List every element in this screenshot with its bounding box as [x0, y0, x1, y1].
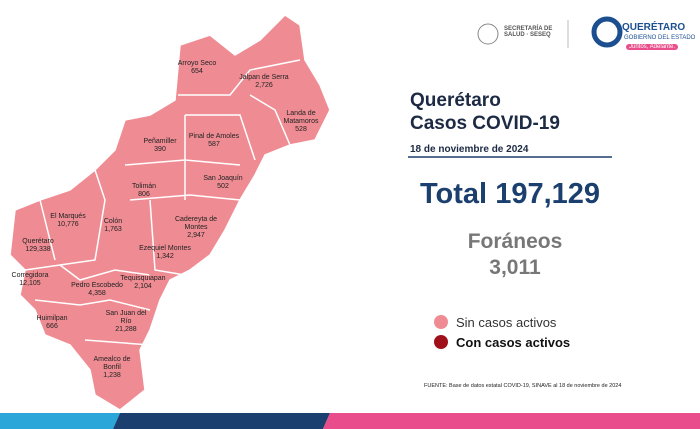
municipality-label: Jalpan de Serra 2,726: [238, 74, 290, 90]
municipality-value: 2,726: [255, 82, 273, 89]
municipality-name: Pedro Escobedo: [71, 282, 123, 289]
municipality-name: Amealco de Bonfil: [93, 356, 131, 371]
foreign-label: Foráneos: [467, 230, 563, 253]
municipality-name: Cadereyta de Montes: [174, 216, 218, 231]
municipality-label: Cadereyta de Montes 2,947: [170, 216, 222, 240]
municipality-name: Colón: [103, 218, 123, 225]
government: GOBIERNO DEL ESTADO: [624, 35, 696, 41]
subtitle: Casos COVID-19: [410, 113, 560, 134]
state-logo: QUERÉTARO: [622, 22, 686, 33]
municipality-value: 666: [46, 323, 58, 330]
total: Total 197,129: [420, 178, 600, 211]
municipality-label: Peñamiller 390: [134, 138, 186, 154]
total-label: Total: [420, 178, 488, 210]
ministry: SECRETARÍA DE SALUD · SESEQ: [504, 26, 553, 38]
municipality-name: El Marqués: [50, 213, 86, 220]
municipality-label: El Marqués 10,776: [42, 213, 94, 229]
municipality-name: Ezequiel Montes: [139, 245, 191, 252]
source: FUENTE: Base de datos estatal COVID-19, …: [424, 383, 622, 389]
municipality-label: Corregidora 12,105: [8, 272, 52, 288]
total-value: 197,129: [495, 178, 601, 210]
seal: [477, 23, 499, 45]
slogan: Juntos, Adelante.: [626, 44, 679, 50]
municipality-name: Huimilpan: [36, 315, 68, 322]
municipality-name: Tequisquiapan: [120, 275, 166, 282]
municipality-value: 21,288: [115, 326, 137, 333]
municipality-name: Arroyo Seco: [177, 60, 217, 67]
municipality-value: 129,338: [25, 246, 51, 253]
municipality-name: San Joaquín: [203, 175, 243, 182]
municipality-value: 2,947: [187, 232, 205, 239]
municipality-name: Corregidora: [11, 272, 49, 279]
municipality-label: Pedro Escobedo 4,358: [71, 282, 123, 298]
municipality-value: 1,238: [103, 372, 121, 379]
municipality-label: Amealco de Bonfil 1,238: [86, 356, 138, 380]
municipality-label: Tolimán 806: [118, 183, 170, 199]
municipality-label: Colón 1,763: [87, 218, 139, 234]
title: Querétaro: [410, 90, 501, 111]
municipality-value: 806: [138, 191, 150, 198]
legend-swatch: [434, 315, 448, 329]
municipality-name: Jalpan de Serra: [239, 74, 289, 81]
municipality-value: 502: [217, 183, 229, 190]
legend-label: Con casos activos: [456, 335, 571, 350]
municipality-label: Ezequiel Montes 1,342: [139, 245, 191, 261]
stripe: [113, 413, 330, 429]
municipality-label: San Juan del Río 21,288: [100, 310, 152, 334]
municipality-value: 4,358: [88, 290, 106, 297]
municipality-value: 12,105: [19, 280, 41, 287]
municipality-name: Pinal de Amoles: [188, 133, 240, 140]
municipality-label: Arroyo Seco 654: [171, 60, 223, 76]
municipality-name: Querétaro: [22, 238, 54, 245]
legend-label: Sin casos activos: [456, 315, 557, 330]
legend-swatch: [434, 335, 448, 349]
municipality-value: 10,776: [57, 221, 79, 228]
date: 18 de noviembre de 2024: [410, 144, 529, 155]
municipality-name: Landa de Matamoros: [283, 110, 319, 125]
municipality-label: Landa de Matamoros 528: [275, 110, 327, 134]
stripe: [0, 413, 120, 429]
municipality-name: San Juan del Río: [105, 310, 147, 325]
municipality-label: San Joaquín 502: [197, 175, 249, 191]
municipality-value: 528: [295, 126, 307, 133]
municipality-label: Tequisquiapan 2,104: [117, 275, 169, 291]
municipality-value: 2,104: [134, 283, 152, 290]
municipality-name: Peñamiller: [143, 138, 177, 145]
municipality-value: 587: [208, 141, 220, 148]
municipality-value: 390: [154, 146, 166, 153]
stripe: [323, 413, 700, 429]
municipality-label: Querétaro 129,338: [16, 238, 60, 254]
state-outline: [9, 14, 331, 411]
borders: [24, 59, 301, 346]
municipality-label: Pinal de Amoles 587: [188, 133, 240, 149]
municipality-value: 1,763: [104, 226, 122, 233]
foreign-value: 3,011: [489, 256, 541, 279]
logo: [591, 16, 623, 48]
municipality-label: Huimilpan 666: [26, 315, 78, 331]
municipality-value: 654: [191, 68, 203, 75]
municipality-name: Tolimán: [131, 183, 157, 190]
municipality-value: 1,342: [156, 253, 174, 260]
